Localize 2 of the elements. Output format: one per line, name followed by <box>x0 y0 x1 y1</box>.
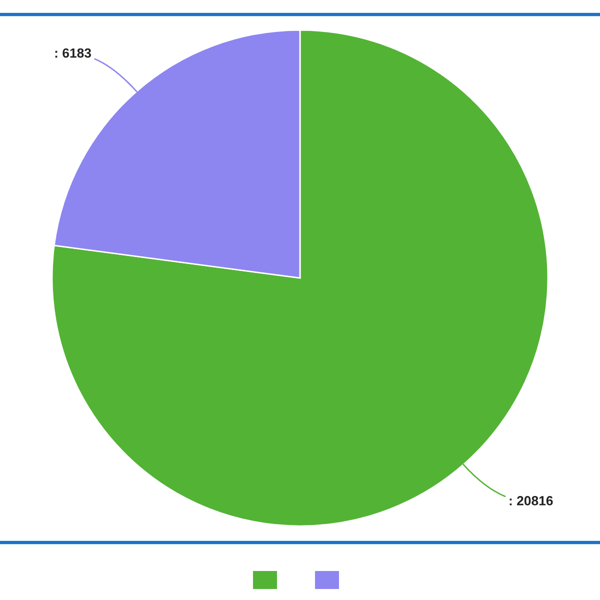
data-label: : 6183 <box>55 48 92 58</box>
data-label: : 20816 <box>510 496 553 506</box>
